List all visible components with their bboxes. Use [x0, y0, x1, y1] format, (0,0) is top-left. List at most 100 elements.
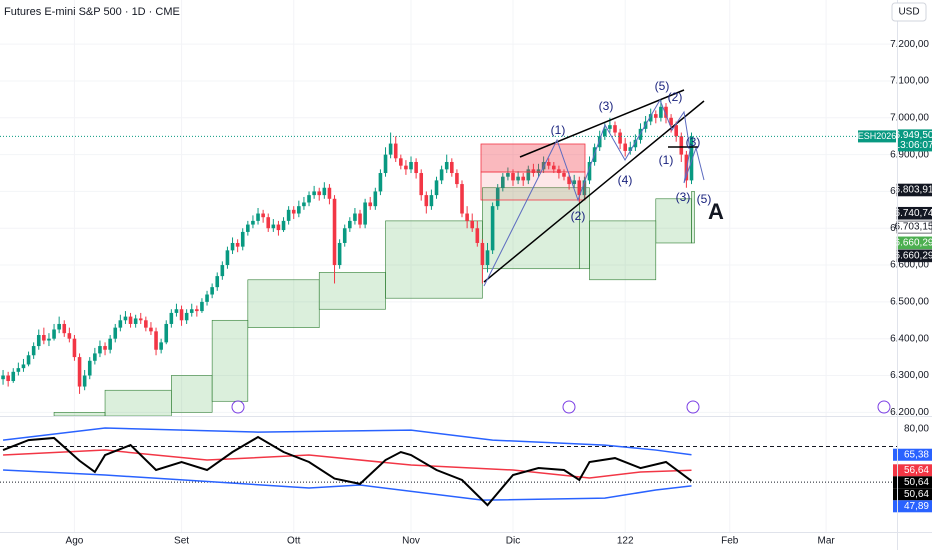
y-tick-label: 7.200,00	[890, 39, 929, 50]
symbol: ESH2026	[858, 131, 897, 141]
candle-body	[26, 355, 31, 365]
value-label: 65,38	[904, 449, 929, 460]
wave-label: (2)	[571, 209, 586, 223]
candle-body	[475, 228, 480, 243]
wave-label: (1)	[659, 153, 674, 167]
candle-body	[225, 250, 230, 266]
currency-box[interactable]	[891, 2, 927, 22]
candle-body	[582, 180, 587, 196]
candle-body	[541, 161, 546, 170]
candle-body	[424, 195, 429, 207]
candle-body	[455, 173, 459, 185]
candle-body	[195, 309, 199, 312]
candle-body	[240, 231, 245, 247]
candle-body	[608, 125, 612, 129]
candle-body	[434, 180, 439, 196]
candle-body	[490, 206, 495, 251]
candle-body	[679, 136, 684, 155]
candle-body	[450, 161, 454, 174]
candle-body	[368, 202, 373, 207]
candle-body	[307, 195, 311, 203]
candle-body	[98, 346, 102, 354]
candle-body	[531, 169, 536, 174]
wave-path	[483, 98, 705, 287]
candle-body	[246, 224, 250, 232]
candle-body	[557, 169, 561, 174]
wave-label: (5)	[655, 79, 670, 93]
event-icon[interactable]	[686, 400, 700, 414]
candle-body	[521, 176, 526, 181]
candle-body	[363, 202, 367, 225]
y-tick-label: 6.600,00	[890, 260, 929, 271]
x-tick-label: Nov	[402, 536, 420, 547]
candle-body	[613, 125, 617, 133]
event-icon[interactable]	[231, 400, 245, 414]
candle-body	[72, 338, 77, 358]
candle-body	[159, 342, 163, 350]
candle-body	[597, 136, 602, 148]
plot-layer	[0, 0, 897, 532]
candle-body	[144, 320, 148, 328]
value-label: 50,64	[904, 489, 929, 500]
candle-body	[689, 136, 694, 181]
zone-box	[480, 171, 586, 201]
x-tick-label: Set	[174, 536, 189, 547]
y-tick-label: 6.300,00	[890, 370, 929, 381]
price-label: 6.703,15	[895, 222, 932, 233]
value-label-box	[893, 476, 932, 489]
band	[318, 272, 386, 310]
wave-label: (5)	[697, 192, 712, 206]
y-tick-label: 6.200,00	[890, 407, 929, 418]
event-icon[interactable]	[562, 400, 576, 414]
candle-body	[332, 198, 337, 266]
candle-body	[1, 375, 5, 380]
countdown: 13:06:07	[895, 140, 932, 151]
candle-body	[623, 143, 627, 151]
candle-body	[57, 323, 61, 330]
candle-body	[210, 287, 214, 295]
candle-body	[358, 213, 362, 225]
candle-body	[205, 294, 209, 302]
candle-body	[648, 114, 653, 122]
y-tick-label: 6.500,00	[890, 297, 929, 308]
last-price: 6.949,50	[895, 130, 932, 141]
candle-body	[399, 158, 403, 166]
oscillator-line	[2, 427, 692, 456]
candle-body	[302, 202, 306, 207]
event-icon[interactable]	[877, 400, 891, 414]
candle-body	[653, 114, 658, 118]
candle-body	[516, 176, 520, 181]
candle-body	[189, 309, 194, 313]
band	[482, 187, 580, 270]
chart-title: Futures E-mini S&P 500 · 1D · CME	[4, 6, 180, 18]
candle-body	[21, 364, 26, 369]
candle-body	[404, 165, 408, 170]
candle-body	[327, 187, 332, 199]
candle-body	[546, 161, 551, 166]
value-label: 56,64	[904, 465, 929, 476]
candle-body	[118, 320, 123, 328]
candle-body	[429, 195, 434, 207]
candle-body	[230, 242, 235, 251]
wedge-line	[519, 89, 685, 158]
price-label: 6.740,74	[895, 208, 932, 219]
candle-body	[562, 173, 566, 177]
candle-body	[439, 169, 444, 181]
candle-body	[628, 147, 633, 151]
candle-body	[444, 161, 449, 170]
candle-body	[87, 360, 92, 376]
candle-body	[77, 357, 82, 387]
candle-body	[281, 220, 286, 231]
candle-body	[674, 125, 678, 137]
y-tick-label: 6.400,00	[890, 333, 929, 344]
candle-body	[184, 312, 189, 321]
candle-body	[235, 242, 240, 247]
wave-label: (2)	[668, 90, 683, 104]
band	[655, 198, 692, 244]
candle-body	[113, 327, 118, 339]
x-tick-label: Ago	[66, 536, 84, 547]
price-label: 6.803,91	[895, 185, 932, 196]
candle-body	[271, 224, 276, 229]
band	[104, 389, 172, 417]
